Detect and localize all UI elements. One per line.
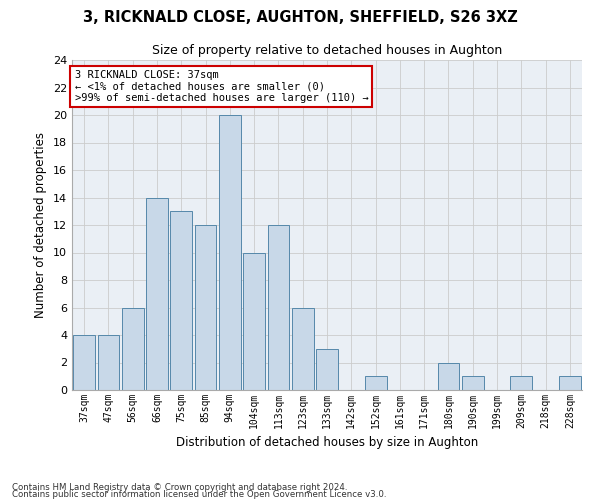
Bar: [146, 198, 168, 390]
Bar: [243, 252, 265, 390]
Bar: [559, 376, 581, 390]
Title: Size of property relative to detached houses in Aughton: Size of property relative to detached ho…: [152, 44, 502, 58]
Bar: [316, 349, 338, 390]
Bar: [268, 225, 289, 390]
Bar: [462, 376, 484, 390]
Bar: [365, 376, 386, 390]
Text: 3 RICKNALD CLOSE: 37sqm
← <1% of detached houses are smaller (0)
>99% of semi-de: 3 RICKNALD CLOSE: 37sqm ← <1% of detache…: [74, 70, 368, 103]
Bar: [97, 335, 119, 390]
Bar: [122, 308, 143, 390]
Bar: [170, 211, 192, 390]
Bar: [437, 362, 460, 390]
Y-axis label: Number of detached properties: Number of detached properties: [34, 132, 47, 318]
Bar: [73, 335, 95, 390]
X-axis label: Distribution of detached houses by size in Aughton: Distribution of detached houses by size …: [176, 436, 478, 450]
Bar: [194, 225, 217, 390]
Text: 3, RICKNALD CLOSE, AUGHTON, SHEFFIELD, S26 3XZ: 3, RICKNALD CLOSE, AUGHTON, SHEFFIELD, S…: [83, 10, 517, 25]
Bar: [292, 308, 314, 390]
Text: Contains HM Land Registry data © Crown copyright and database right 2024.: Contains HM Land Registry data © Crown c…: [12, 484, 347, 492]
Bar: [219, 115, 241, 390]
Bar: [511, 376, 532, 390]
Text: Contains public sector information licensed under the Open Government Licence v3: Contains public sector information licen…: [12, 490, 386, 499]
